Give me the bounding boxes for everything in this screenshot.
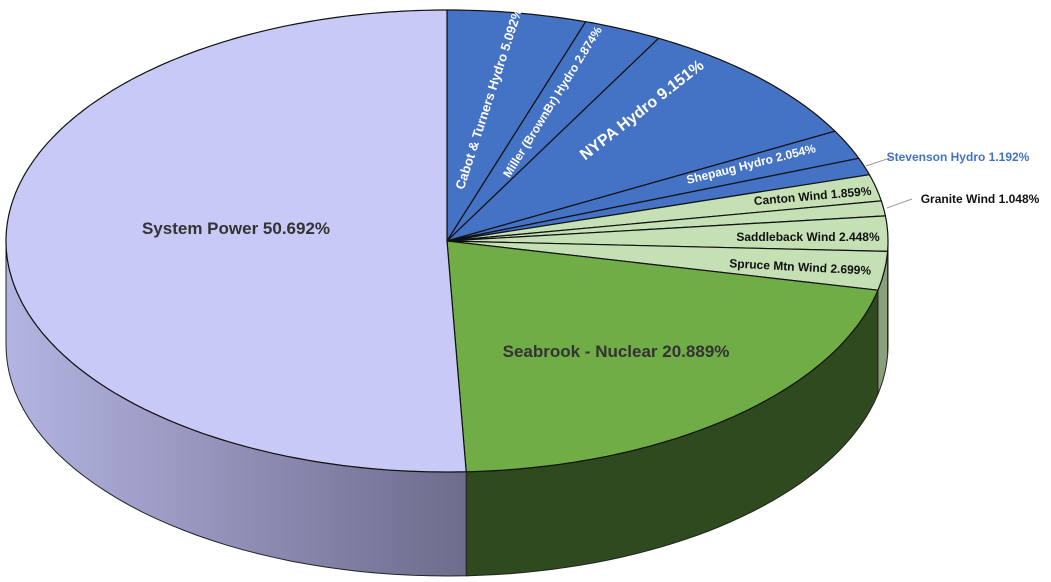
pie-slice-nypa-hydro [446,37,836,242]
leader-line-granite-wind [886,198,913,209]
pie-tops [5,9,889,473]
data-label-stevenson-hydro: Stevenson Hydro 1.192% [887,150,1030,164]
pie-slice-saddleback-wind [446,215,889,252]
data-label-seabrook-nuclear: Seabrook - Nuclear 20.889% [503,342,730,361]
pie-slice-stevenson-hydro [446,157,870,242]
data-label-system-power: System Power 50.692% [142,219,330,238]
pie-slice-shepaug-hydro [446,130,860,242]
data-label-saddleback-wind: Saddleback Wind 2.448% [736,230,880,244]
pie-slice-canton-wind [446,174,882,242]
data-label-granite-wind: Granite Wind 1.048% [921,192,1040,206]
pie-slice-system-power [5,9,467,473]
pie-slice-seabrook-nuclear [446,240,879,473]
leader-line-stevenson-hydro [865,156,894,167]
pie-slice-miller-brownbr-hydro [446,21,660,242]
pie-slice-cabot-turners-hydro [446,9,587,242]
